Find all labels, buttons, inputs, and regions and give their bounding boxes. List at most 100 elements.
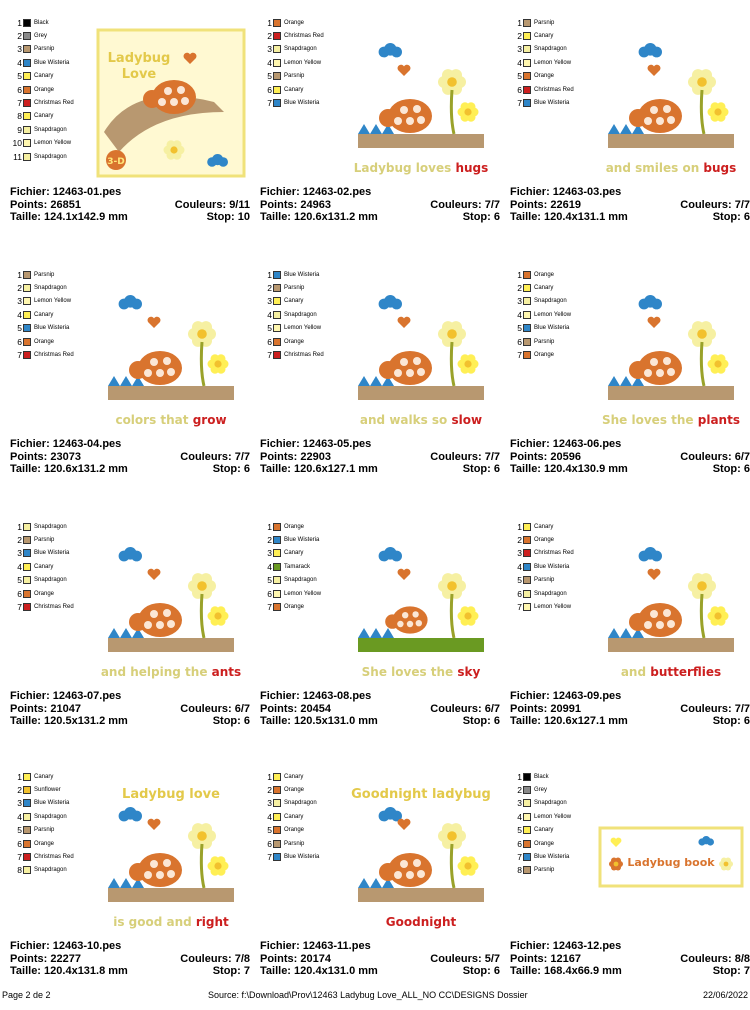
ladybug-head xyxy=(129,863,147,881)
thread-color-name: Lemon Yellow xyxy=(534,604,572,611)
thread-swatch xyxy=(523,32,531,41)
thread-color-name: Parsnip xyxy=(34,537,55,544)
heart-icon xyxy=(397,316,411,328)
stop-value: 10 xyxy=(237,211,250,223)
thread-color-row: 2 Orange xyxy=(260,783,340,796)
thread-step-number: 1 xyxy=(517,521,522,532)
thread-step-number: 4 xyxy=(517,57,522,68)
thread-swatch xyxy=(273,270,281,279)
thread-color-row: 4 Blue Wisteria xyxy=(10,56,90,69)
thread-color-row: 6 Orange xyxy=(10,587,90,600)
colors-field: Couleurs: 6/7 xyxy=(180,703,250,716)
thread-step-number: 2 xyxy=(517,535,522,546)
thread-step-number: 5 xyxy=(267,825,272,836)
points-value: 21047 xyxy=(50,702,81,715)
ladybug-spot xyxy=(397,620,404,628)
thread-color-row: 7 Christmas Red xyxy=(10,96,90,109)
file-label: Fichier: xyxy=(510,186,550,198)
grass-tufts xyxy=(358,878,394,888)
file-name: 12463-10.pes xyxy=(52,940,122,952)
ladybug-head xyxy=(143,90,161,108)
caption-part-b: grow xyxy=(193,413,227,427)
thread-color-row: 2 Parsnip xyxy=(260,281,340,294)
points-row: Points: 23073 Couleurs: 7/7 xyxy=(10,451,250,464)
thread-color-name: Grey xyxy=(534,787,548,794)
colors-label: Couleurs: xyxy=(180,450,232,463)
ladybug-head xyxy=(129,613,147,631)
thread-color-name: Sunflower xyxy=(34,787,61,794)
grass-tufts xyxy=(608,628,644,638)
thread-step-number: 6 xyxy=(517,588,522,599)
stop-field: Stop: 6 xyxy=(713,715,750,728)
file-name: 12463-11.pes xyxy=(302,940,371,952)
colors-label: Couleurs: xyxy=(430,450,482,463)
thread-step-number: 2 xyxy=(17,785,22,796)
stop-value: 6 xyxy=(493,715,500,727)
size-label: Taille: xyxy=(260,463,291,475)
colors-value: 6/7 xyxy=(734,450,750,463)
colors-label: Couleurs: xyxy=(430,952,482,965)
heart-icon xyxy=(147,818,161,830)
thread-color-row: 6 Orange xyxy=(10,335,90,348)
design-card: 1 Orange 2 Canary 3 Snapdragon 4 Lemon Yellow 5 B… xyxy=(510,268,750,508)
flower-center xyxy=(464,108,472,116)
thread-color-name: Orange xyxy=(534,271,555,278)
thread-color-name: Snapdragon xyxy=(534,800,567,807)
size-field: Taille: 120.4x130.9 mm xyxy=(510,463,628,476)
thread-step-number: 7 xyxy=(17,602,22,613)
thread-swatch xyxy=(23,112,31,121)
thread-swatch xyxy=(273,562,281,571)
stop-label: Stop: xyxy=(712,463,741,475)
thread-swatch xyxy=(23,125,31,134)
thread-swatch xyxy=(523,45,531,54)
caption-part-b: ants xyxy=(212,665,242,679)
file-field: Fichier: 12463-07.pes xyxy=(10,690,121,703)
stop-field: Stop: 7 xyxy=(213,965,250,978)
thread-color-row: 3 Blue Wisteria xyxy=(10,547,90,560)
cloud-puff xyxy=(651,298,662,310)
thread-color-name: Snapdragon xyxy=(284,800,317,807)
thread-step-number: 4 xyxy=(17,561,22,572)
points-row: Points: 12167 Couleurs: 8/8 xyxy=(510,953,750,966)
size-label: Taille: xyxy=(260,715,291,727)
design-card: 1 Canary 2 Orange 3 Christmas Red 4 Blue Wister… xyxy=(510,520,750,760)
ladybug-spot xyxy=(644,117,652,125)
thread-color-row: 1 Orange xyxy=(260,520,340,533)
file-label: Fichier: xyxy=(260,940,300,952)
colors-field: Couleurs: 7/8 xyxy=(180,953,250,966)
thread-swatch xyxy=(23,839,31,848)
points-label: Points: xyxy=(510,198,548,211)
file-row: Fichier: 12463-11.pes xyxy=(260,940,500,953)
stop-label: Stop: xyxy=(712,211,741,223)
thread-color-row: 1 Orange xyxy=(260,16,340,29)
ladybug-spot xyxy=(667,620,675,628)
design-caption: and smiles on bugs xyxy=(606,161,737,175)
stop-value: 6 xyxy=(493,211,500,223)
size-field: Taille: 120.4x131.1 mm xyxy=(510,211,628,224)
thread-step-number: 3 xyxy=(267,798,272,809)
size-label: Taille: xyxy=(510,463,541,475)
thread-color-row: 7 Orange xyxy=(510,348,590,361)
flower-center xyxy=(464,862,472,870)
design-caption: She loves the plants xyxy=(602,413,740,427)
thread-swatch xyxy=(23,812,31,821)
points-row: Points: 22903 Couleurs: 7/7 xyxy=(260,451,500,464)
design-preview: Goodnight ladybug Goodnight xyxy=(351,787,491,929)
ladybug-spot xyxy=(656,369,664,377)
flower-center xyxy=(613,861,619,867)
design-caption: is good and right xyxy=(113,915,229,929)
file-row: Fichier: 12463-12.pes xyxy=(510,940,750,953)
points-field: Points: 26851 xyxy=(10,199,81,212)
design-card: 1 Black 2 Grey 3 Parsnip 4 Blue Wisteria 5 Canary… xyxy=(10,16,250,256)
caption-part-a: Ladybug loves xyxy=(354,161,456,175)
points-row: Points: 26851 Couleurs: 9/11 xyxy=(10,199,250,212)
thread-step-number: 1 xyxy=(517,269,522,280)
thread-color-name: Lemon Yellow xyxy=(534,59,572,66)
stop-value: 6 xyxy=(743,463,750,475)
thread-color-name: Snapdragon xyxy=(34,523,67,530)
size-field: Taille: 124.1x142.9 mm xyxy=(10,211,128,224)
thread-step-number: 2 xyxy=(17,535,22,546)
thread-step-number: 1 xyxy=(517,771,522,782)
stop-value: 6 xyxy=(743,211,750,223)
colors-value: 6/7 xyxy=(234,702,250,715)
